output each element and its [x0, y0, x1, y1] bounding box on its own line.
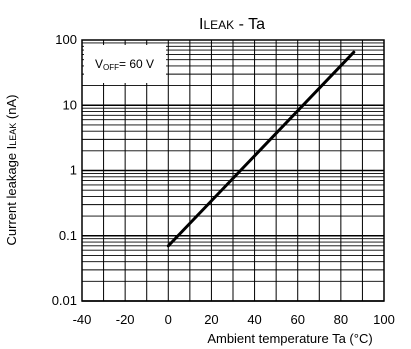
annotation-suffix: = 60 V	[119, 57, 154, 71]
x-tick-label: 0	[165, 312, 172, 327]
series-line	[166, 50, 356, 248]
y-tick-label: 10	[63, 97, 77, 112]
chart-title-suffix: - Ta	[234, 16, 265, 33]
x-axis-label: Ambient temperature Ta (°C)	[207, 331, 372, 346]
annotation-box	[84, 45, 166, 83]
x-tick-label: -20	[116, 312, 135, 327]
y-tick-label: 100	[55, 32, 77, 47]
annotation-text: VOFF= 60 V	[95, 57, 154, 72]
x-tick-label: 40	[247, 312, 261, 327]
chart-title-main-sc: LEAK	[203, 18, 234, 32]
chart-title: ILEAK - Ta	[199, 16, 265, 33]
voff-annotation: VOFF= 60 V	[84, 45, 166, 83]
y-axis-label-prefix: Current leakage I	[4, 146, 19, 246]
y-axis-label-sc: LEAK	[8, 123, 18, 146]
chart-title-main: I	[199, 16, 203, 33]
y-axis-label: Current leakage ILEAK (nA)	[4, 95, 19, 246]
y-axis-label-suffix: (nA)	[4, 95, 19, 123]
y-tick-labels: 0.01 0.1 1 10 100	[52, 32, 77, 308]
y-tick-label: 0.1	[59, 228, 77, 243]
y-tick-label: 0.01	[52, 293, 77, 308]
x-tick-label: -40	[73, 312, 92, 327]
x-tick-label: 80	[334, 312, 348, 327]
annotation-sub: OFF	[103, 63, 119, 72]
x-tick-labels: -40 -20 0 20 40 60 80 100	[73, 312, 395, 327]
x-tick-label: 20	[204, 312, 218, 327]
series-group	[166, 50, 356, 248]
annotation-prefix: V	[95, 57, 103, 71]
x-tick-label: 60	[290, 312, 304, 327]
plot-frame	[81, 39, 385, 302]
y-tick-label: 1	[70, 163, 77, 178]
x-tick-label: 100	[373, 312, 395, 327]
